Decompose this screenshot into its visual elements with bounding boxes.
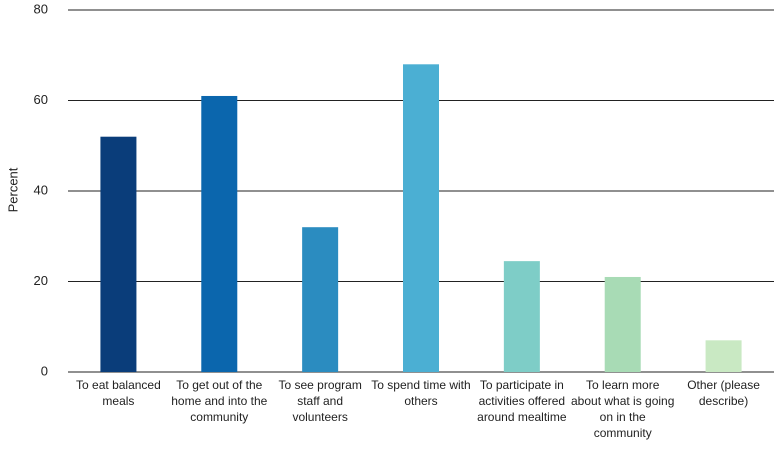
bar (302, 227, 339, 372)
x-tick-label: To get out of the home and into the comm… (171, 378, 268, 424)
x-tick-label: To eat balanced meals (76, 378, 161, 408)
bar (403, 64, 439, 373)
y-tick-label: 80 (34, 1, 48, 16)
bar (503, 261, 540, 372)
bar (201, 95, 238, 372)
y-tick-label: 0 (41, 363, 48, 378)
x-tick-label: To spend time with others (371, 378, 471, 408)
y-tick-label: 60 (34, 92, 48, 107)
x-tick-label: To learn more about what is going on in … (571, 378, 675, 440)
bar (604, 276, 641, 372)
bar (100, 136, 137, 372)
x-tick-label: Other (please describe) (687, 378, 760, 408)
y-tick-label: 20 (34, 273, 48, 288)
x-tick-label: To see program staff and volunteers (278, 378, 362, 424)
y-tick-label: 40 (34, 182, 48, 197)
y-axis-label: Percent (5, 167, 20, 212)
bar (705, 340, 742, 372)
x-tick-label: To participate in activities offered aro… (477, 378, 567, 424)
